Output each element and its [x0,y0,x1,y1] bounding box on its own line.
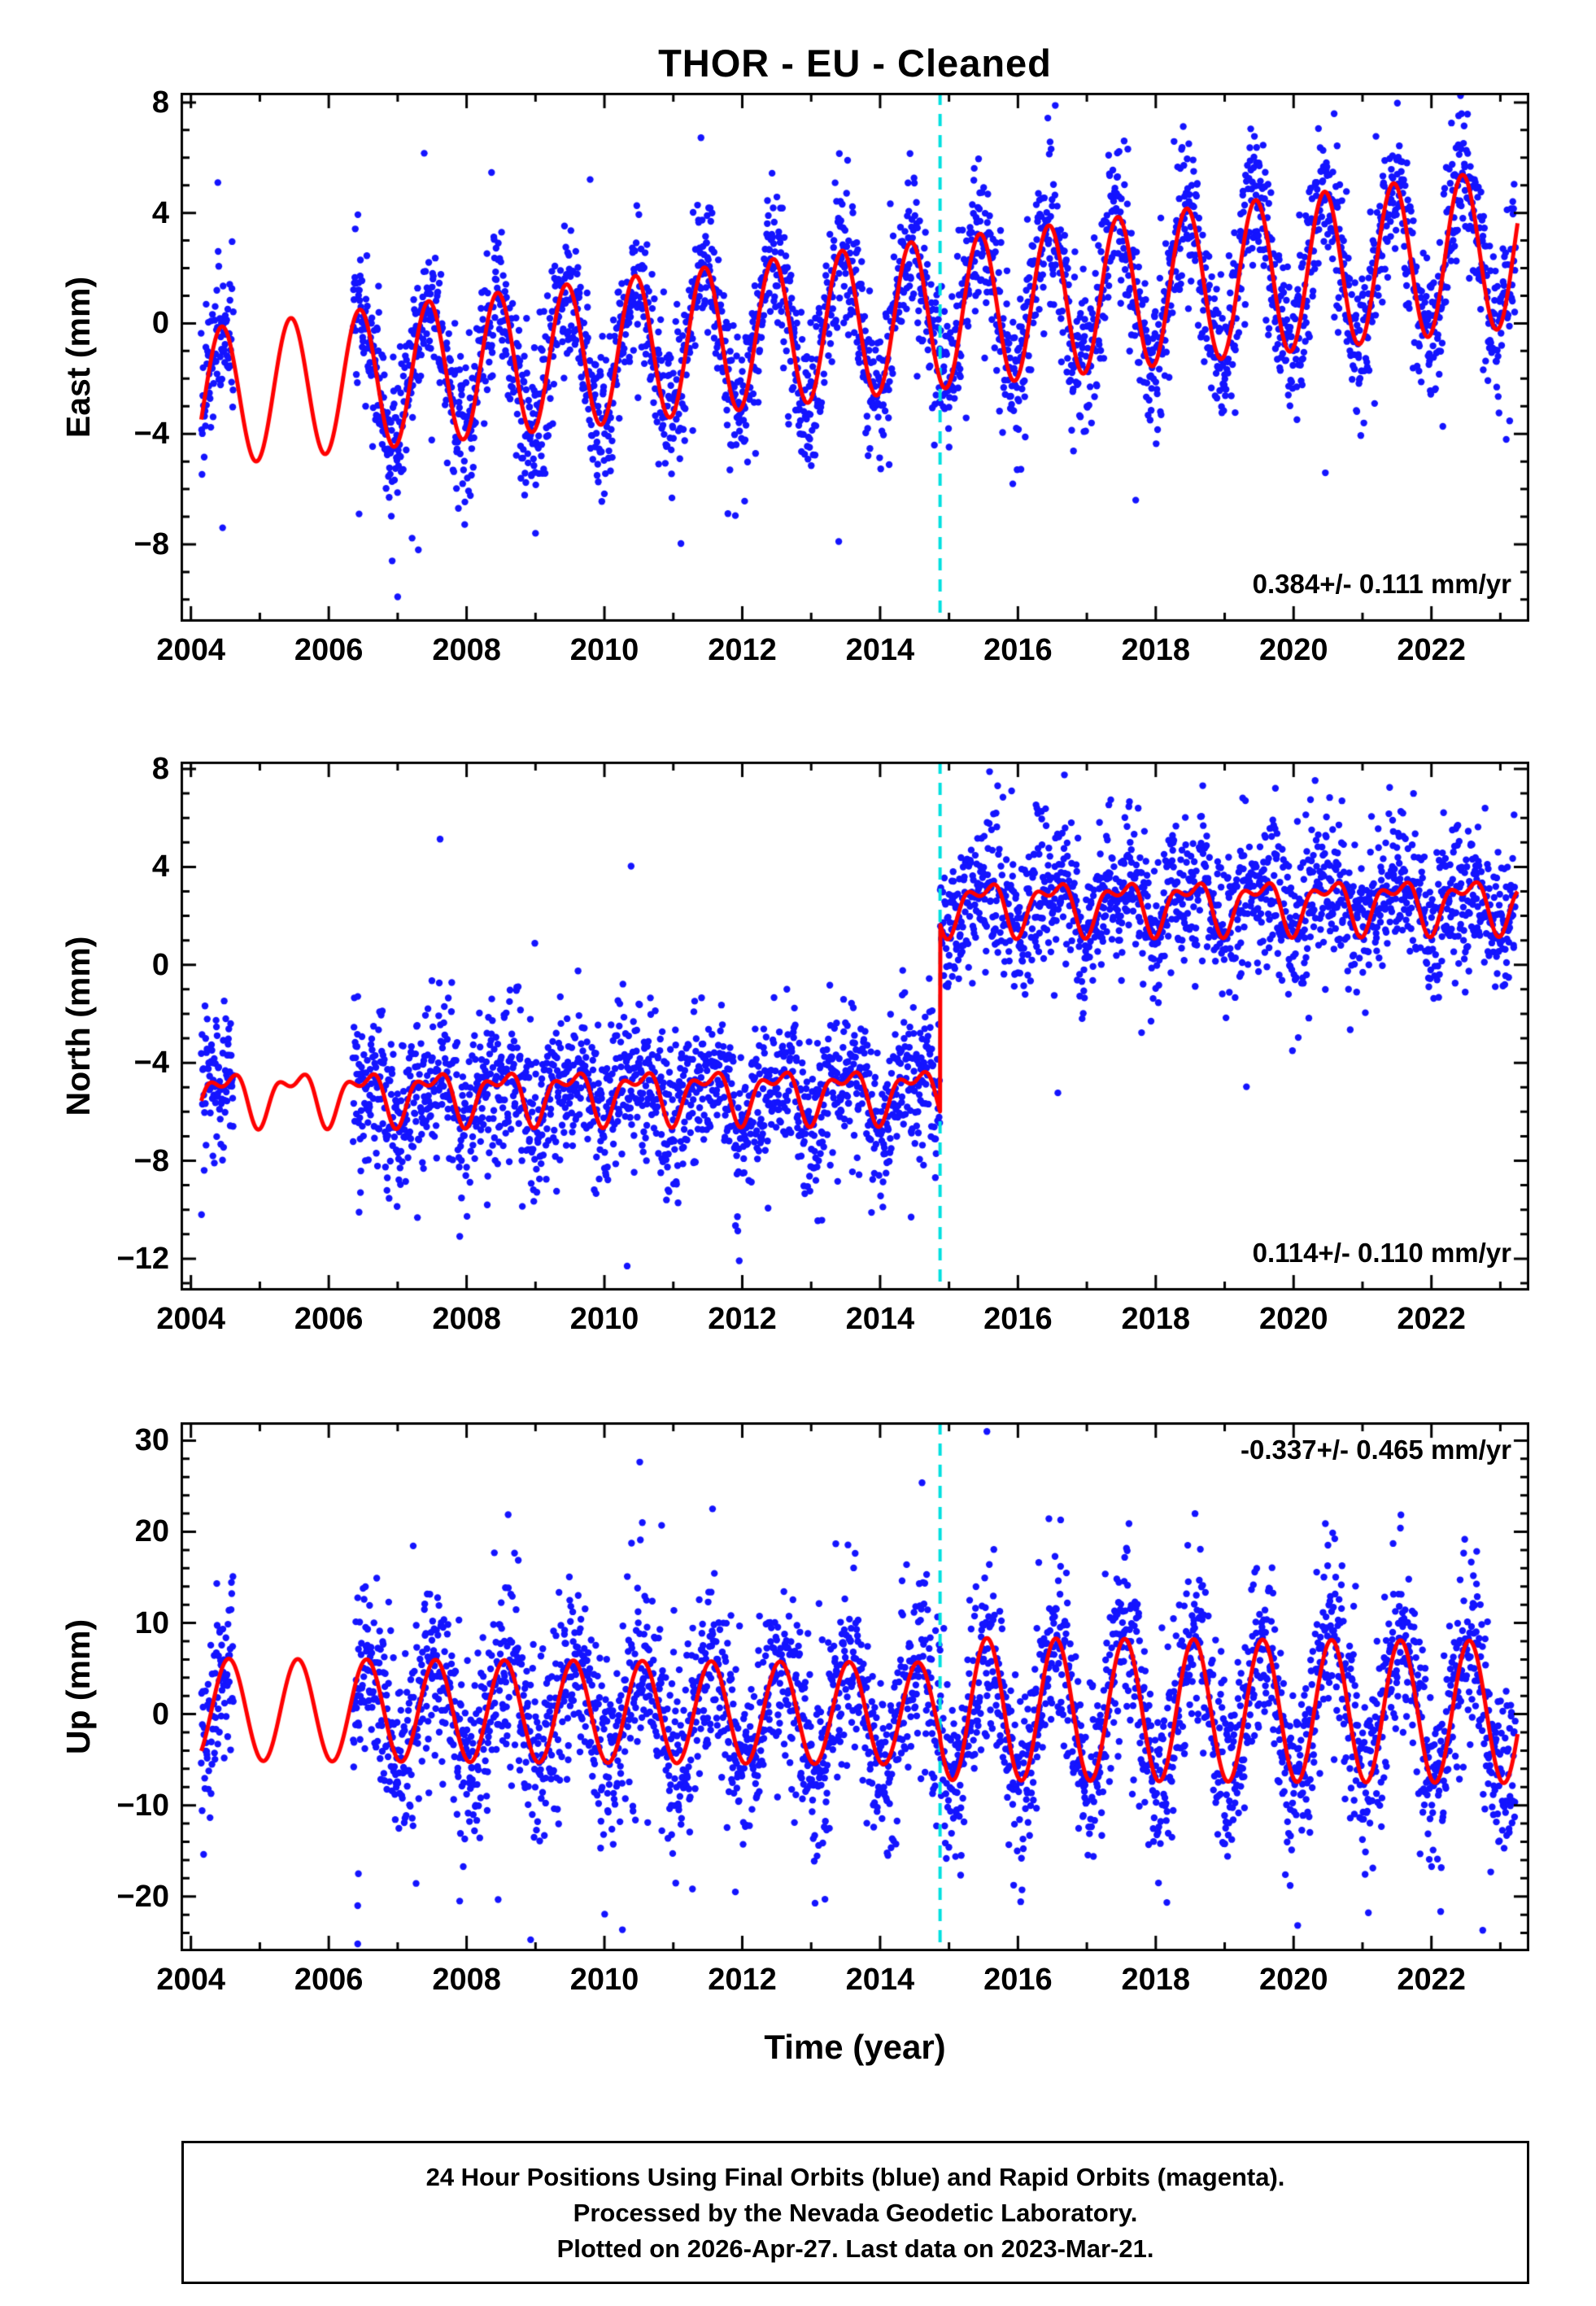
panel-north-axis-title: North (mm) [59,936,97,1116]
panel-east-xtick-label: 2016 [983,633,1053,667]
panel-east-ytick-label: 8 [151,85,169,120]
panel-east-ytick-label: −8 [133,526,169,561]
panel-up-xtick-label: 2012 [708,1963,777,1997]
panel-up-rate-annotation: -0.337+/- 0.465 mm/yr [1241,1435,1511,1465]
panel-up-xtick-label: 2006 [294,1963,364,1997]
x-axis-title: Time (year) [764,2028,946,2066]
panel-north-ytick-label: 8 [151,752,169,787]
panel-north-ytick-label: −4 [133,1046,169,1081]
panel-up-ytick-label: −20 [116,1879,169,1914]
panel-north-ytick-label: 0 [151,947,169,982]
panel-north-xtick-label: 2004 [156,1302,225,1336]
panel-north-xtick-label: 2012 [708,1302,777,1336]
panel-east-xtick-label: 2018 [1121,633,1191,667]
panel-north-xtick-label: 2010 [569,1302,639,1336]
caption-line-3: Plotted on 2026-Apr-27. Last data on 202… [556,2234,1154,2263]
panel-east-xtick-label: 2012 [708,633,777,667]
panel-up-xtick-label: 2020 [1258,1963,1328,1997]
panel-up-ytick-label: −10 [116,1788,169,1823]
panel-up-plot [181,1422,1529,1951]
panel-up-xtick-label: 2008 [432,1963,501,1997]
panel-north-rate-annotation: 0.114+/- 0.110 mm/yr [1252,1238,1511,1268]
panel-up-xtick-label: 2014 [845,1963,915,1997]
panel-up-ytick-label: 0 [151,1697,169,1732]
panel-up-xtick-label: 2004 [156,1963,225,1997]
panel-north-xtick-label: 2014 [845,1302,915,1336]
panel-east-xtick-label: 2004 [156,633,225,667]
panel-up-axis-title: Up (mm) [59,1618,97,1755]
panel-east-ytick-label: −4 [133,417,169,452]
panel-north-xtick-label: 2018 [1121,1302,1191,1336]
panel-east-ytick-label: 4 [151,195,169,230]
panel-east-xtick-label: 2022 [1397,633,1466,667]
panel-north-ytick-label: −8 [133,1143,169,1178]
panel-up-xtick-label: 2010 [569,1963,639,1997]
panel-east-rate-annotation: 0.384+/- 0.111 mm/yr [1252,569,1511,599]
panel-north-xtick-label: 2008 [432,1302,501,1336]
panel-east-xtick-label: 2006 [294,633,364,667]
panel-north-xtick-label: 2006 [294,1302,364,1336]
panel-north-plot [181,762,1529,1291]
panel-up-xtick-label: 2022 [1397,1963,1466,1997]
panel-east-ytick-label: 0 [151,306,169,341]
panel-up-xtick-label: 2016 [983,1963,1053,1997]
panel-north-xtick-label: 2022 [1397,1302,1466,1336]
panel-east-axis-title: East (mm) [59,276,97,439]
panel-east-xtick-label: 2020 [1258,633,1328,667]
panel-east-plot [181,93,1529,622]
caption-line-1: 24 Hour Positions Using Final Orbits (bl… [425,2163,1285,2191]
panel-north-ytick-label: −12 [116,1241,169,1276]
panel-up-ytick-label: 30 [134,1423,169,1458]
panel-north-xtick-label: 2020 [1258,1302,1328,1336]
panel-east-xtick-label: 2014 [845,633,915,667]
panel-north-ytick-label: 4 [151,849,169,884]
panel-up-xtick-label: 2018 [1121,1963,1191,1997]
figure-title: THOR - EU - Cleaned [658,41,1052,85]
panel-east-xtick-label: 2008 [432,633,501,667]
panel-north-xtick-label: 2016 [983,1302,1053,1336]
panel-up-ytick-label: 10 [134,1605,169,1640]
panel-up-ytick-label: 20 [134,1514,169,1549]
caption-box: 24 Hour Positions Using Final Orbits (bl… [181,2141,1529,2284]
panel-east-xtick-label: 2010 [569,633,639,667]
caption-line-2: Processed by the Nevada Geodetic Laborat… [573,2199,1138,2227]
